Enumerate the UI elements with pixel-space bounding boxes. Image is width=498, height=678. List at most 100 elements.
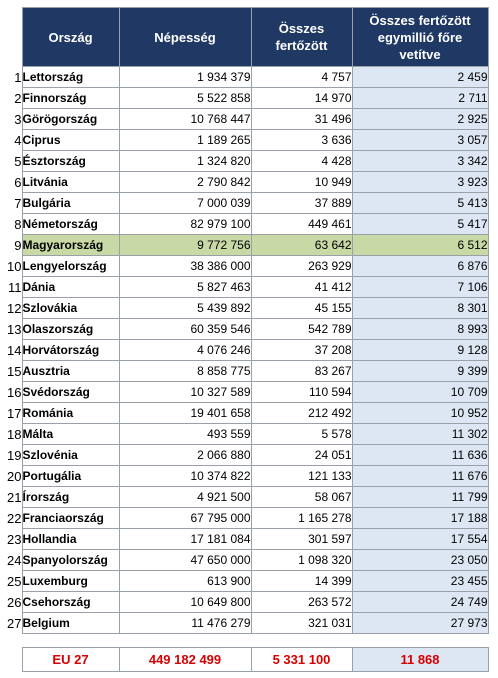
row-index: 6 [14,174,22,190]
population-cell: 1 189 265 [118,129,252,151]
per-million-cell: 10 952 [351,402,489,424]
population-cell: 2 790 842 [118,171,252,193]
row-index: 4 [14,132,22,148]
population-cell: 11 476 279 [118,612,252,634]
per-million-cell: 23 455 [351,570,489,592]
table-row: 21 Írország 4 921 500 58 067 11 799 [0,486,489,508]
population-cell: 4 076 246 [118,339,252,361]
row-index: 14 [7,342,22,358]
infected-cell: 58 067 [250,486,353,508]
population-cell: 613 900 [118,570,252,592]
eu-total-per-million: 11 868 [351,647,489,672]
per-million-cell: 27 973 [351,612,489,634]
population-cell: 10 649 800 [118,591,252,613]
infected-cell: 449 461 [250,213,353,235]
per-million-cell: 11 799 [351,486,489,508]
country-cell: Görögország [21,108,120,130]
row-index: 7 [14,195,22,211]
population-cell: 5 439 892 [118,297,252,319]
per-million-cell: 5 413 [351,192,489,214]
per-million-cell: 17 554 [351,528,489,550]
per-million-cell: 10 709 [351,381,489,403]
table-row: 4 Ciprus 1 189 265 3 636 3 057 [0,129,489,151]
table-row: 16 Svédország 10 327 589 110 594 10 709 [0,381,489,403]
infected-cell: 110 594 [250,381,353,403]
row-index: 8 [14,216,22,232]
population-cell: 82 979 100 [118,213,252,235]
country-cell: Észtország [21,150,120,172]
row-index: 26 [7,594,22,610]
country-cell: Spanyolország [21,549,120,571]
infected-cell: 4 428 [250,150,353,172]
header-infected: Összes fertőzött [250,7,353,67]
per-million-cell: 2 711 [351,87,489,109]
table-row: 14 Horvátország 4 076 246 37 208 9 128 [0,339,489,361]
per-million-cell: 8 301 [351,297,489,319]
population-cell: 1 324 820 [118,150,252,172]
table-row: 17 Románia 19 401 658 212 492 10 952 [0,402,489,424]
row-index: 22 [7,510,22,526]
infected-cell: 3 636 [250,129,353,151]
infected-cell: 14 970 [250,87,353,109]
infected-cell: 24 051 [250,444,353,466]
population-cell: 60 359 546 [118,318,252,340]
table-row: 2 Finnország 5 522 858 14 970 2 711 [0,87,489,109]
infected-cell: 41 412 [250,276,353,298]
row-index: 11 [8,279,22,295]
infected-cell: 31 496 [250,108,353,130]
per-million-cell: 2 459 [351,66,489,88]
row-index: 2 [14,90,22,106]
header-index-blank [0,7,22,67]
country-cell: Dánia [21,276,120,298]
country-cell: Ciprus [21,129,120,151]
country-cell: Hollandia [21,528,120,550]
eu-index-blank [0,648,22,672]
header-per-million: Összes fertőzött egymillió főre vetítve [351,7,489,67]
population-cell: 47 650 000 [118,549,252,571]
table-row: 11 Dánia 5 827 463 41 412 7 106 [0,276,489,298]
population-cell: 10 327 589 [118,381,252,403]
header-country: Ország [21,7,120,67]
infected-cell: 14 399 [250,570,353,592]
table-row: 9 Magyarország 9 772 756 63 642 6 512 [0,234,489,256]
per-million-cell: 9 128 [351,339,489,361]
country-cell: Franciaország [21,507,120,529]
per-million-cell: 7 106 [351,276,489,298]
row-index: 15 [7,363,22,379]
population-cell: 4 921 500 [118,486,252,508]
infected-cell: 63 642 [250,234,353,256]
infected-cell: 542 789 [250,318,353,340]
infected-cell: 121 133 [250,465,353,487]
infected-cell: 1 098 320 [250,549,353,571]
country-cell: Magyarország [21,234,120,256]
country-cell: Olaszország [21,318,120,340]
country-cell: Csehország [21,591,120,613]
population-cell: 7 000 039 [118,192,252,214]
per-million-cell: 6 876 [351,255,489,277]
infected-cell: 37 208 [250,339,353,361]
infected-cell: 301 597 [250,528,353,550]
row-index: 18 [7,426,22,442]
per-million-cell: 11 676 [351,465,489,487]
infected-cell: 321 031 [250,612,353,634]
row-index: 12 [7,300,22,316]
eu-total-infected: 5 331 100 [250,647,353,672]
population-cell: 38 386 000 [118,255,252,277]
population-cell: 10 768 447 [118,108,252,130]
country-cell: Írország [21,486,120,508]
country-cell: Lengyelország [21,255,120,277]
table-row: 24 Spanyolország 47 650 000 1 098 320 23 050 [0,549,489,571]
infected-cell: 212 492 [250,402,353,424]
per-million-cell: 3 057 [351,129,489,151]
country-cell: Portugália [21,465,120,487]
population-cell: 2 066 880 [118,444,252,466]
population-cell: 493 559 [118,423,252,445]
table-row: 6 Litvánia 2 790 842 10 949 3 923 [0,171,489,193]
table-row: 12 Szlovákia 5 439 892 45 155 8 301 [0,297,489,319]
table-row: 10 Lengyelország 38 386 000 263 929 6 876 [0,255,489,277]
per-million-cell: 8 993 [351,318,489,340]
infected-cell: 45 155 [250,297,353,319]
table-row: 19 Szlovénia 2 066 880 24 051 11 636 [0,444,489,466]
population-cell: 9 772 756 [118,234,252,256]
eu-total-population: 449 182 499 [118,647,252,672]
